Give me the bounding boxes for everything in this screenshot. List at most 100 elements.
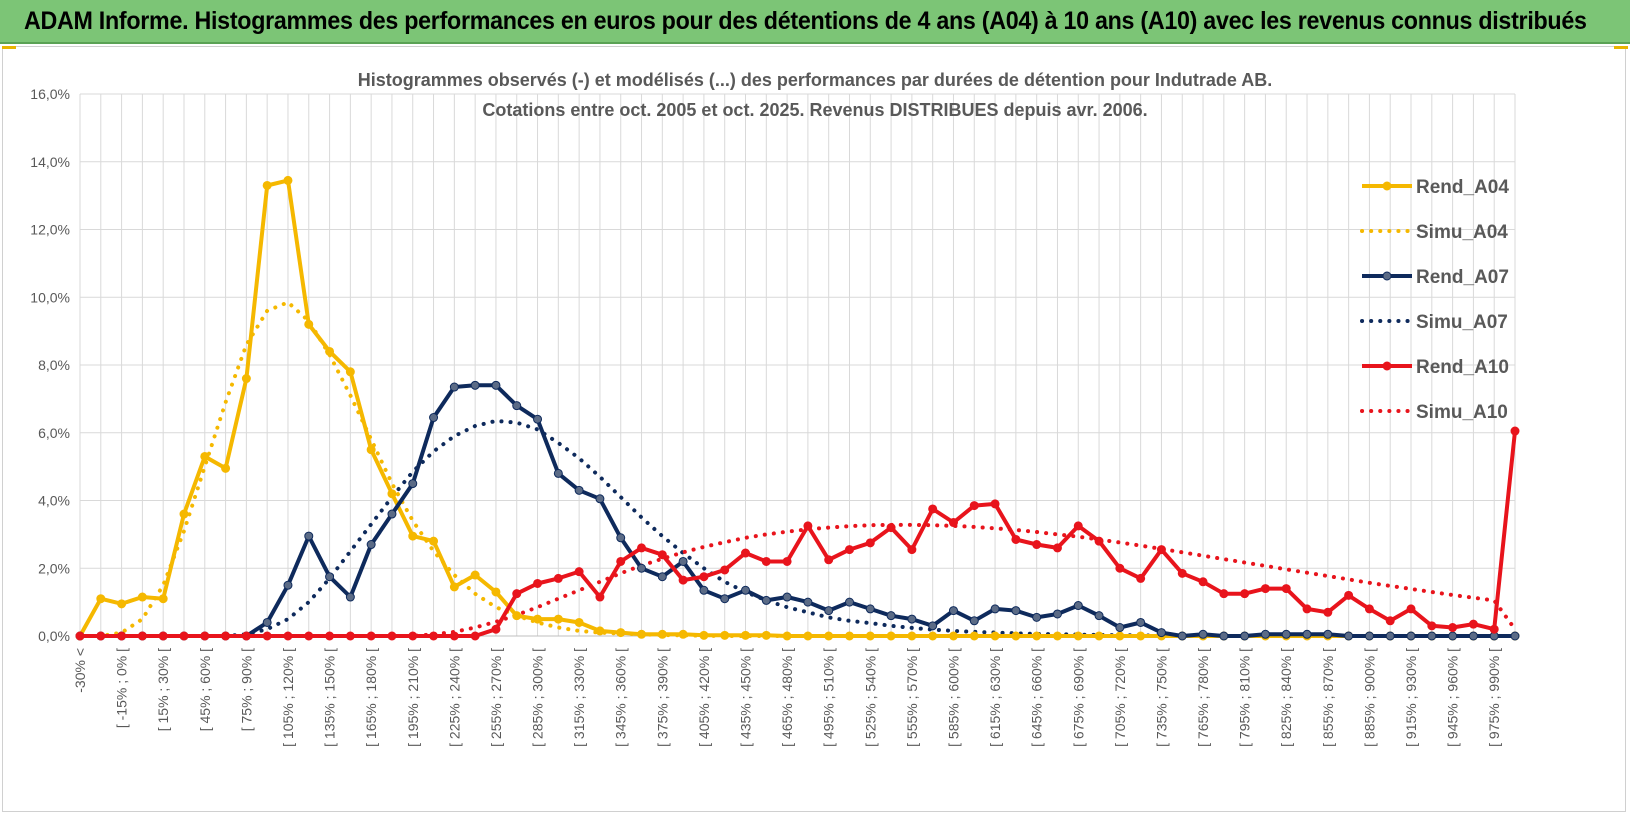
point-rend_a10 <box>1136 573 1146 583</box>
point-rend_a04 <box>533 614 543 624</box>
x-tick-label: [ 795% ; 810% [ <box>1237 648 1253 747</box>
point-rend_a07 <box>865 604 875 614</box>
point-rend_a04 <box>96 594 106 604</box>
x-tick-label: [ 15% ; 30% [ <box>155 648 171 731</box>
point-rend_a07 <box>990 604 1000 614</box>
point-rend_a07 <box>1406 631 1416 641</box>
x-tick-label: [ 465% ; 480% [ <box>779 648 795 747</box>
x-tick-label: [ 645% ; 660% [ <box>1029 648 1045 747</box>
x-tick-label: [ 615% ; 630% [ <box>987 648 1003 747</box>
point-rend_a07 <box>678 556 688 566</box>
point-rend_a10 <box>1219 589 1229 599</box>
x-tick-label: [ 315% ; 330% [ <box>571 648 587 747</box>
x-tick-label: [ 255% ; 270% [ <box>488 648 504 747</box>
point-rend_a10 <box>1115 563 1125 573</box>
point-rend_a10 <box>1032 540 1042 550</box>
x-tick-label: [ 435% ; 450% [ <box>738 648 754 747</box>
point-rend_a07 <box>553 468 563 478</box>
point-rend_a07 <box>948 606 958 616</box>
y-tick-label: 6,0% <box>38 425 70 441</box>
point-rend_a07 <box>720 594 730 604</box>
point-rend_a07 <box>1073 601 1083 611</box>
point-rend_a10 <box>1156 545 1166 555</box>
point-rend_a10 <box>574 567 584 577</box>
point-rend_a07 <box>907 614 917 624</box>
point-rend_a10 <box>1323 607 1333 617</box>
point-rend_a07 <box>803 597 813 607</box>
point-rend_a07 <box>387 509 397 519</box>
point-rend_a07 <box>1323 629 1333 639</box>
point-rend_a07 <box>408 479 418 489</box>
frame-corner-mark <box>2 46 16 49</box>
point-rend_a10 <box>907 545 917 555</box>
point-rend_a07 <box>595 494 605 504</box>
point-rend_a10 <box>1052 543 1062 553</box>
point-rend_a04 <box>429 536 439 546</box>
point-rend_a07 <box>824 606 834 616</box>
point-rend_a10 <box>200 631 210 641</box>
point-rend_a07 <box>1448 631 1458 641</box>
y-tick-label: 0,0% <box>38 628 70 644</box>
point-rend_a04 <box>512 611 522 621</box>
point-rend_a07 <box>1052 609 1062 619</box>
point-rend_a07 <box>1385 631 1395 641</box>
point-rend_a07 <box>699 585 709 595</box>
point-rend_a10 <box>96 631 106 641</box>
point-rend_a10 <box>886 523 896 533</box>
x-tick-label: [ 495% ; 510% [ <box>821 648 837 747</box>
point-rend_a10 <box>1177 568 1187 578</box>
point-rend_a07 <box>1198 629 1208 639</box>
point-rend_a04 <box>616 628 626 638</box>
x-tick-label: [ 45% ; 60% [ <box>197 648 213 731</box>
point-rend_a07 <box>1510 631 1520 641</box>
point-rend_a10 <box>844 545 854 555</box>
point-rend_a04 <box>886 631 896 641</box>
point-rend_a07 <box>1115 623 1125 633</box>
point-rend_a04 <box>574 617 584 627</box>
point-rend_a07 <box>782 592 792 602</box>
point-rend_a07 <box>304 531 314 541</box>
point-rend_a10 <box>1385 616 1395 626</box>
legend: Rend_A04 Simu_A04 Rend_A07 Simu_A07 Rend_A10… <box>1360 177 1509 423</box>
point-rend_a04 <box>387 489 397 499</box>
point-rend_a04 <box>699 630 709 640</box>
point-rend_a10 <box>1073 521 1083 531</box>
point-rend_a10 <box>283 631 293 641</box>
point-rend_a04 <box>449 582 459 592</box>
point-rend_a10 <box>533 578 543 588</box>
point-rend_a10 <box>1198 577 1208 587</box>
point-rend_a04 <box>117 599 127 609</box>
point-rend_a10 <box>1240 589 1250 599</box>
point-rend_a07 <box>1427 631 1437 641</box>
point-rend_a10 <box>969 501 979 511</box>
x-tick-label: [ 675% ; 690% [ <box>1070 648 1086 747</box>
x-tick-label: [ 525% ; 540% [ <box>862 648 878 747</box>
point-rend_a07 <box>1281 629 1291 639</box>
point-rend_a10 <box>1281 584 1291 594</box>
x-tick-label: [ 225% ; 240% [ <box>446 648 462 747</box>
point-rend_a07 <box>1302 629 1312 639</box>
legend-label-rend_a07: Rend_A07 <box>1416 267 1509 288</box>
point-rend_a07 <box>1219 631 1229 641</box>
point-rend_a04 <box>657 629 667 639</box>
point-rend_a07 <box>449 382 459 392</box>
point-rend_a04 <box>928 631 938 641</box>
x-axis-ticks: -30% < [ -15% ; 0% [[ 15% ; 30% [[ 45% ; … <box>72 648 1502 747</box>
point-rend_a10 <box>948 518 958 528</box>
point-rend_a10 <box>1406 604 1416 614</box>
point-rend_a07 <box>262 617 272 627</box>
y-tick-label: 16,0% <box>30 86 70 102</box>
point-rend_a04 <box>470 570 480 580</box>
legend-marker <box>1382 271 1392 281</box>
x-tick-label: [ 105% ; 120% [ <box>280 648 296 747</box>
point-rend_a10 <box>720 565 730 575</box>
point-rend_a10 <box>449 631 459 641</box>
point-rend_a10 <box>1468 619 1478 629</box>
point-rend_a10 <box>1011 534 1021 544</box>
point-rend_a07 <box>429 413 439 423</box>
x-tick-label: [ 885% ; 900% [ <box>1361 648 1377 747</box>
point-rend_a07 <box>1364 631 1374 641</box>
point-rend_a04 <box>969 631 979 641</box>
legend-label-rend_a04: Rend_A04 <box>1416 177 1509 198</box>
